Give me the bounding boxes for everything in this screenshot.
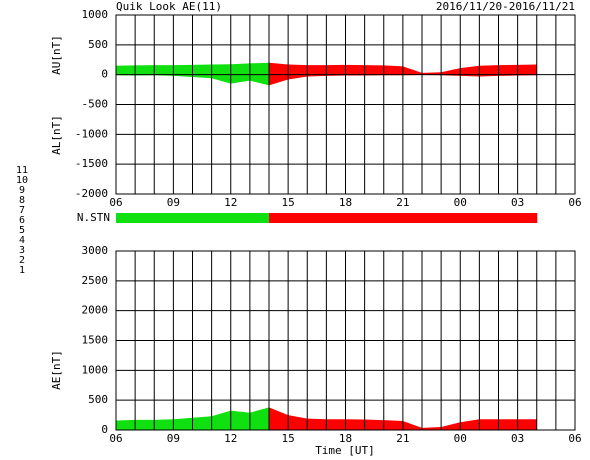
x-tick-label: 00 — [454, 432, 467, 445]
plot-frame — [115, 14, 576, 195]
n-stn-segment — [479, 213, 499, 223]
n-stn-segment — [230, 213, 251, 223]
x-tick-label: 09 — [167, 432, 180, 445]
y-tick-label: 1500 — [82, 334, 109, 347]
x-tick-label: 15 — [282, 432, 295, 445]
n-stn-segment — [269, 213, 289, 223]
n-stn-segment — [211, 213, 232, 223]
n-stn-segment — [192, 213, 213, 223]
n-stn-segment — [422, 213, 442, 223]
n-stn-segment — [326, 213, 346, 223]
n-stn-segment — [249, 213, 270, 223]
y-tick-label: 1000 — [82, 8, 109, 21]
n-stn-segment — [460, 213, 480, 223]
x-tick-label: 03 — [511, 432, 524, 445]
x-tick-label: 06 — [109, 432, 122, 445]
y-tick-label: 2500 — [82, 274, 109, 287]
n-stn-segment — [517, 213, 538, 223]
y-tick-label: -1500 — [75, 157, 108, 170]
x-tick-label: 03 — [511, 196, 524, 209]
x-title: Time [UT] — [315, 444, 375, 457]
y-tick-label: -500 — [82, 98, 109, 111]
y-tick-label: -2000 — [75, 187, 108, 200]
station-legend-entry: 6 — [19, 215, 25, 226]
n-stn-segment — [364, 213, 385, 223]
x-tick-label: 18 — [339, 196, 352, 209]
x-tick-label: 06 — [568, 196, 581, 209]
n-stn-segment — [154, 213, 174, 223]
y-tick-label: 2000 — [82, 304, 109, 317]
chart-title: Quik Look AE(11) — [116, 0, 222, 13]
station-legend-entry: 11 — [16, 165, 28, 176]
n-stn-segment — [173, 213, 193, 223]
station-legend-entry: 7 — [19, 205, 25, 216]
y-axis-title: AL[nT] — [50, 115, 63, 155]
station-legend-entry: 8 — [19, 195, 25, 206]
n-stn-segment — [135, 213, 155, 223]
y-tick-label: 1000 — [82, 363, 109, 376]
n-stn-segment — [345, 213, 366, 223]
plot-frame — [115, 250, 576, 431]
y-tick-label: 0 — [101, 423, 108, 436]
y-axis-title: AE[nT] — [50, 350, 63, 390]
x-tick-label: 00 — [454, 196, 467, 209]
x-tick-label: 12 — [224, 432, 237, 445]
x-tick-label: 15 — [282, 196, 295, 209]
n-stn-segment — [402, 213, 423, 223]
station-legend-entry: 5 — [19, 225, 25, 236]
area-ae — [269, 407, 537, 430]
date-range: 2016/11/20-2016/11/21 — [436, 0, 575, 13]
x-tick-label: 21 — [396, 196, 409, 209]
n-stn-segment — [498, 213, 519, 223]
station-legend-entry: 10 — [16, 175, 28, 186]
station-legend-entry: 1 — [19, 265, 25, 276]
y-tick-label: 500 — [88, 393, 108, 406]
n-stn-segment — [307, 213, 327, 223]
y-tick-label: 3000 — [82, 244, 109, 257]
y-tick-label: 0 — [101, 68, 108, 81]
station-legend-entry: 3 — [19, 245, 25, 256]
y-tick-label: -1000 — [75, 127, 108, 140]
station-legend-entry: 9 — [19, 185, 25, 196]
station-legend-entry: 2 — [19, 255, 25, 266]
n-stn-segment — [288, 213, 308, 223]
n-stn-segment — [441, 213, 461, 223]
area-al — [269, 74, 537, 86]
y-tick-label: 500 — [88, 38, 108, 51]
x-tick-label: 06 — [109, 196, 122, 209]
station-legend-entry: 4 — [19, 235, 25, 246]
n-stn-label: N.STN — [77, 211, 110, 224]
x-tick-label: 09 — [167, 196, 180, 209]
n-stn-segment — [116, 213, 136, 223]
y-axis-title: AU[nT] — [50, 35, 63, 75]
x-tick-label: 21 — [396, 432, 409, 445]
n-stn-segment — [383, 213, 404, 223]
x-tick-label: 18 — [339, 432, 352, 445]
x-tick-label: 06 — [568, 432, 581, 445]
x-tick-label: 12 — [224, 196, 237, 209]
